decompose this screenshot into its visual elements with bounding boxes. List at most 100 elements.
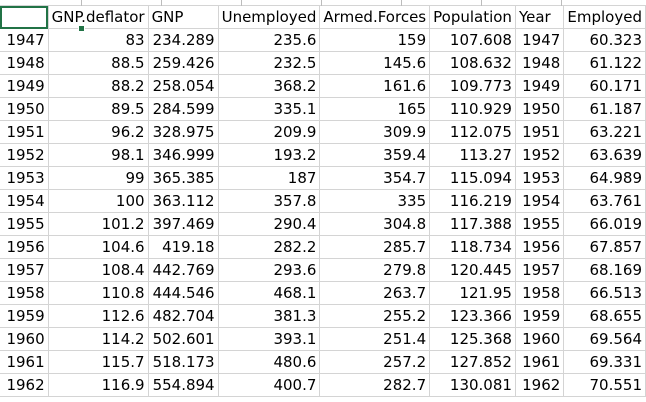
table-cell[interactable]: 1949 [0, 74, 49, 98]
table-cell[interactable]: 1962 [0, 373, 49, 397]
column-header-strip[interactable] [0, 0, 646, 6]
table-cell[interactable]: 263.7 [319, 281, 431, 305]
table-cell[interactable]: 1950 [515, 97, 565, 121]
table-cell[interactable]: 112.6 [48, 304, 149, 328]
table-cell[interactable]: 482.704 [148, 304, 219, 328]
table-cell[interactable]: 116.9 [48, 373, 149, 397]
table-cell[interactable]: 108.632 [429, 51, 516, 75]
header-cell[interactable]: GNP [148, 6, 219, 29]
table-cell[interactable]: 1956 [0, 235, 49, 259]
table-cell[interactable]: 309.9 [319, 120, 431, 144]
table-cell[interactable]: 130.081 [429, 373, 516, 397]
table-cell[interactable]: 1955 [0, 212, 49, 236]
table-cell[interactable]: 115.7 [48, 350, 149, 374]
table-cell[interactable]: 63.639 [563, 143, 646, 167]
table-cell[interactable]: 61.187 [563, 97, 646, 121]
table-cell[interactable]: 554.894 [148, 373, 219, 397]
table-cell[interactable]: 518.173 [148, 350, 219, 374]
table-cell[interactable]: 279.8 [319, 258, 431, 282]
table-cell[interactable]: 354.7 [319, 166, 431, 190]
table-cell[interactable]: 127.852 [429, 350, 516, 374]
table-cell[interactable]: 1949 [515, 74, 565, 98]
table-cell[interactable]: 282.2 [218, 235, 321, 259]
table-cell[interactable]: 357.8 [218, 189, 321, 213]
table-cell[interactable]: 116.219 [429, 189, 516, 213]
table-cell[interactable]: 145.6 [319, 51, 431, 75]
table-cell[interactable]: 1952 [515, 143, 565, 167]
table-cell[interactable]: 290.4 [218, 212, 321, 236]
table-cell[interactable]: 397.469 [148, 212, 219, 236]
table-cell[interactable]: 1961 [515, 350, 565, 374]
table-cell[interactable]: 468.1 [218, 281, 321, 305]
table-cell[interactable]: 110.929 [429, 97, 516, 121]
table-cell[interactable]: 1958 [515, 281, 565, 305]
table-cell[interactable]: 1950 [0, 97, 49, 121]
table-cell[interactable]: 193.2 [218, 143, 321, 167]
table-cell[interactable]: 64.989 [563, 166, 646, 190]
table-cell[interactable]: 400.7 [218, 373, 321, 397]
table-cell[interactable]: 66.019 [563, 212, 646, 236]
table-cell[interactable]: 444.546 [148, 281, 219, 305]
table-cell[interactable]: 88.2 [48, 74, 149, 98]
table-cell[interactable]: 161.6 [319, 74, 431, 98]
table-cell[interactable]: 99 [48, 166, 149, 190]
table-cell[interactable]: 88.5 [48, 51, 149, 75]
table-cell[interactable]: 69.331 [563, 350, 646, 374]
table-cell[interactable]: 363.112 [148, 189, 219, 213]
table-cell[interactable]: 113.27 [429, 143, 516, 167]
table-cell[interactable]: 109.773 [429, 74, 516, 98]
table-cell[interactable]: 1956 [515, 235, 565, 259]
table-cell[interactable]: 123.366 [429, 304, 516, 328]
table-cell[interactable]: 293.6 [218, 258, 321, 282]
table-cell[interactable]: 365.385 [148, 166, 219, 190]
table-cell[interactable]: 1958 [0, 281, 49, 305]
column-divider[interactable] [561, 0, 562, 6]
column-divider[interactable] [241, 0, 242, 6]
table-cell[interactable]: 1947 [515, 28, 565, 52]
table-cell[interactable]: 285.7 [319, 235, 431, 259]
table-cell[interactable]: 104.6 [48, 235, 149, 259]
table-cell[interactable]: 381.3 [218, 304, 321, 328]
selection-fill-handle[interactable] [78, 25, 85, 32]
table-cell[interactable]: 251.4 [319, 327, 431, 351]
table-cell[interactable]: 118.734 [429, 235, 516, 259]
table-cell[interactable]: 117.388 [429, 212, 516, 236]
table-cell[interactable]: 335.1 [218, 97, 321, 121]
table-cell[interactable]: 1962 [515, 373, 565, 397]
table-cell[interactable]: 1957 [515, 258, 565, 282]
table-cell[interactable]: 335 [319, 189, 431, 213]
table-cell[interactable]: 304.8 [319, 212, 431, 236]
header-cell[interactable]: Employed [563, 6, 646, 29]
table-cell[interactable]: 282.7 [319, 373, 431, 397]
header-cell[interactable]: GNP.deflator [48, 6, 149, 29]
table-cell[interactable]: 125.368 [429, 327, 516, 351]
header-cell[interactable]: Population [429, 6, 516, 29]
column-divider[interactable] [481, 0, 482, 6]
table-cell[interactable]: 1951 [0, 120, 49, 144]
column-divider[interactable] [321, 0, 322, 6]
header-cell[interactable]: Armed.Forces [319, 6, 431, 29]
table-cell[interactable]: 1954 [515, 189, 565, 213]
table-cell[interactable]: 1947 [0, 28, 49, 52]
table-cell[interactable]: 68.655 [563, 304, 646, 328]
table-cell[interactable]: 101.2 [48, 212, 149, 236]
table-cell[interactable]: 480.6 [218, 350, 321, 374]
table-cell[interactable]: 1960 [515, 327, 565, 351]
column-divider[interactable] [401, 0, 402, 6]
table-cell[interactable]: 63.221 [563, 120, 646, 144]
table-cell[interactable]: 67.857 [563, 235, 646, 259]
table-cell[interactable]: 100 [48, 189, 149, 213]
table-cell[interactable]: 1957 [0, 258, 49, 282]
table-cell[interactable]: 1948 [515, 51, 565, 75]
table-cell[interactable]: 60.171 [563, 74, 646, 98]
table-cell[interactable]: 346.999 [148, 143, 219, 167]
table-cell[interactable]: 1953 [515, 166, 565, 190]
table-cell[interactable]: 187 [218, 166, 321, 190]
table-cell[interactable]: 419.18 [148, 235, 219, 259]
table-cell[interactable]: 328.975 [148, 120, 219, 144]
table-cell[interactable]: 61.122 [563, 51, 646, 75]
table-cell[interactable]: 110.8 [48, 281, 149, 305]
table-cell[interactable]: 66.513 [563, 281, 646, 305]
table-cell[interactable]: 98.1 [48, 143, 149, 167]
table-cell[interactable]: 63.761 [563, 189, 646, 213]
